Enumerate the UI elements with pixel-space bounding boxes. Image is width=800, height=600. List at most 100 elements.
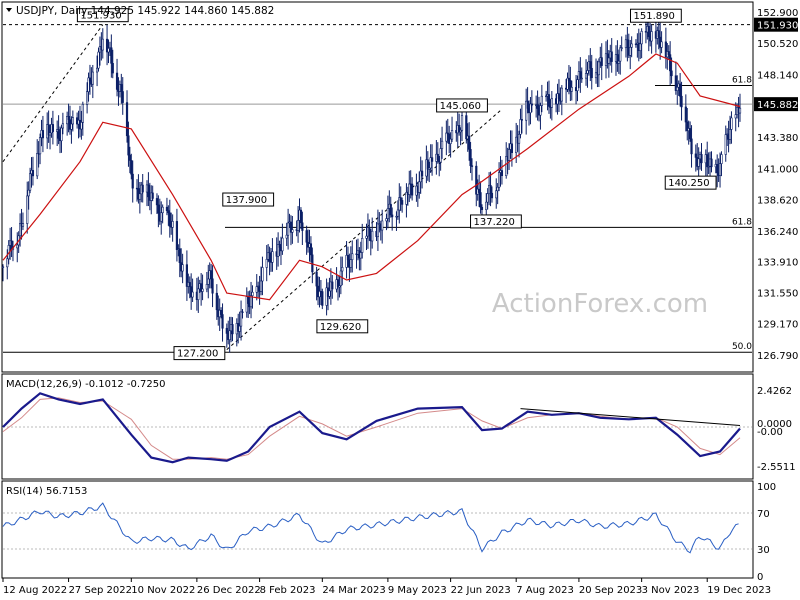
- candle: [299, 207, 303, 230]
- candle-body: [478, 188, 481, 193]
- candle-body: [647, 26, 650, 38]
- candle: [507, 143, 511, 170]
- candle-body: [421, 170, 424, 177]
- macd-tick-label: -2.5511: [757, 462, 796, 473]
- candle-body: [351, 253, 354, 260]
- macd-signal-line: [2, 397, 741, 460]
- candle-body: [328, 290, 331, 297]
- candle-body: [381, 220, 384, 231]
- candle-body: [517, 134, 521, 144]
- candle-body: [107, 48, 110, 53]
- candle-body: [201, 288, 204, 292]
- candle: [439, 137, 442, 171]
- candle: [576, 75, 579, 102]
- rsi-layer: [2, 502, 752, 554]
- candle: [190, 273, 193, 310]
- candle-body: [445, 132, 448, 142]
- candle-body: [396, 209, 399, 217]
- candle-body: [141, 184, 144, 193]
- candle-body: [567, 77, 571, 81]
- candle: [277, 232, 280, 267]
- candle-body: [660, 41, 663, 48]
- candle: [200, 273, 203, 306]
- candle-body: [485, 201, 488, 210]
- candle: [569, 66, 572, 102]
- candle: [66, 111, 69, 136]
- candle: [365, 223, 368, 251]
- candle-body: [210, 270, 213, 280]
- x-tick-label: 9 May 2023: [388, 585, 447, 596]
- candle: [16, 232, 19, 263]
- trendline-dashed: [2, 24, 104, 163]
- candle: [31, 156, 35, 186]
- candle: [201, 274, 204, 301]
- candle: [305, 225, 308, 255]
- candle-body: [540, 95, 543, 106]
- candle-body: [51, 124, 54, 132]
- candle: [121, 77, 124, 115]
- candle: [545, 90, 548, 102]
- candle: [115, 58, 119, 97]
- price-callout: 137.900: [222, 192, 275, 207]
- candle-body: [550, 98, 553, 108]
- candle-body: [26, 195, 29, 224]
- candle-body: [486, 193, 489, 203]
- candle-body: [547, 94, 551, 107]
- candle: [557, 79, 561, 112]
- candle: [718, 152, 722, 188]
- candle: [151, 185, 154, 202]
- candle: [105, 24, 109, 66]
- price-callout-box: [664, 175, 717, 190]
- candle-body: [1, 266, 5, 268]
- candle-body: [241, 311, 244, 313]
- axis-layer: 152.900 150.520 148.140 145.882 143.380 141.0…: [2, 8, 798, 596]
- candle-body: [67, 116, 70, 120]
- candle: [589, 48, 592, 82]
- candle-body: [430, 157, 434, 162]
- macd-trendline: [520, 408, 741, 426]
- symbol-marker-icon: [6, 8, 12, 12]
- candle: [309, 236, 313, 263]
- candle: [60, 124, 63, 153]
- candle: [71, 110, 74, 132]
- candle: [689, 121, 692, 142]
- candle: [361, 223, 364, 259]
- candle: [285, 222, 288, 247]
- candle-body: [389, 203, 392, 216]
- candle-body: [86, 91, 89, 105]
- candle: [315, 266, 318, 301]
- candle-body: [536, 104, 539, 109]
- candle: [165, 197, 169, 216]
- candle-body: [399, 197, 402, 201]
- candle-body: [228, 330, 231, 340]
- candle-body: [738, 107, 742, 114]
- candle: [155, 193, 159, 214]
- candle: [707, 152, 710, 175]
- watermark: ActionForex.com: [492, 289, 708, 319]
- candle: [130, 153, 133, 180]
- candle-body: [101, 38, 104, 51]
- candle: [28, 167, 32, 194]
- candle-body: [151, 192, 154, 199]
- candle: [168, 199, 171, 238]
- candle-body: [475, 165, 478, 195]
- candle-body: [91, 71, 94, 85]
- candle-body: [296, 220, 300, 231]
- candle: [125, 90, 129, 143]
- candle: [399, 186, 402, 212]
- candle-body: [368, 227, 371, 237]
- candle: [479, 181, 482, 214]
- candle: [359, 241, 362, 271]
- candle: [238, 311, 241, 338]
- candle-body: [70, 123, 73, 130]
- candle-body: [238, 325, 241, 332]
- candle-body: [287, 222, 290, 236]
- candle-body: [507, 149, 511, 161]
- candle: [381, 209, 384, 244]
- price-tick-label: 143.380: [757, 133, 798, 144]
- candle-body: [371, 230, 374, 242]
- candle-body: [398, 197, 401, 211]
- candle: [510, 130, 514, 167]
- candle: [21, 212, 25, 231]
- candle-body: [131, 173, 134, 189]
